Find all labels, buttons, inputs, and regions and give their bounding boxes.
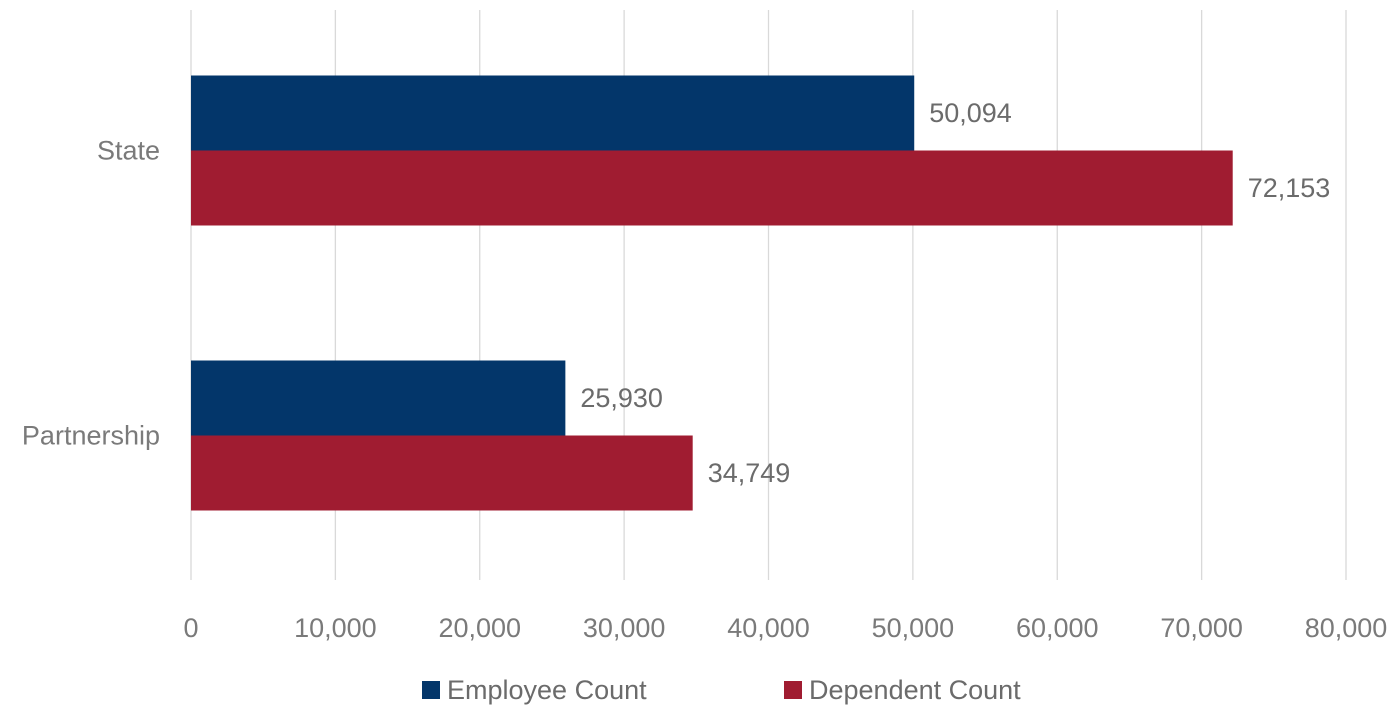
data-label-state-dependent-count: 72,153 <box>1248 173 1331 203</box>
bar-state-dependent-count <box>191 150 1233 226</box>
x-tick-label-10000: 10,000 <box>294 613 377 643</box>
legend-label-employee-count: Employee Count <box>447 675 647 705</box>
data-labels: 50,094 72,153 25,930 34,749 <box>580 98 1330 488</box>
category-label-state: State <box>97 136 160 166</box>
bar-partnership-dependent-count <box>191 435 693 511</box>
legend-swatch-employee-count <box>422 681 440 699</box>
x-tick-label-30000: 30,000 <box>583 613 666 643</box>
bar-state-employee-count <box>191 75 915 151</box>
data-label-state-employee-count: 50,094 <box>929 98 1012 128</box>
legend-label-dependent-count: Dependent Count <box>809 675 1021 705</box>
data-label-partnership-employee-count: 25,930 <box>580 383 663 413</box>
legend-swatch-dependent-count <box>784 681 802 699</box>
data-label-partnership-dependent-count: 34,749 <box>708 458 791 488</box>
x-tick-label-50000: 50,000 <box>872 613 955 643</box>
bar-partnership-employee-count <box>191 360 566 436</box>
x-tick-label-40000: 40,000 <box>727 613 810 643</box>
legend: Employee Count Dependent Count <box>422 675 1021 705</box>
category-label-partnership: Partnership <box>22 421 160 451</box>
axes: 0 10,000 20,000 30,000 40,000 50,000 60,000 70,… <box>22 136 1387 644</box>
x-tick-label-20000: 20,000 <box>438 613 521 643</box>
x-tick-label-60000: 60,000 <box>1016 613 1099 643</box>
x-tick-label-0: 0 <box>183 613 198 643</box>
x-tick-label-70000: 70,000 <box>1160 613 1243 643</box>
x-tick-label-80000: 80,000 <box>1305 613 1388 643</box>
bars <box>191 75 1233 511</box>
